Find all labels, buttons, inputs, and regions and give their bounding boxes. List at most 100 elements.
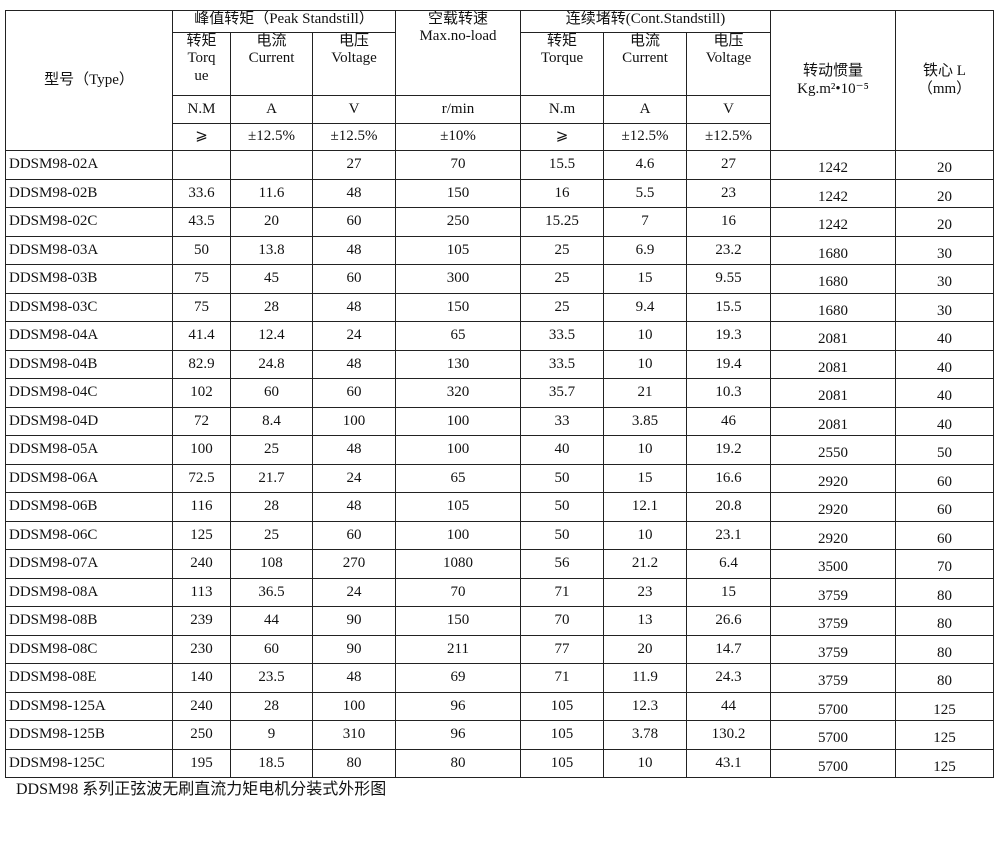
model-cell: DDSM98-06B (5, 492, 173, 522)
value-cell: 15.25 (520, 207, 604, 237)
value-cell: 24.3 (686, 663, 771, 693)
value-cell: 80 (895, 634, 994, 664)
value-cell: 80 (895, 606, 994, 636)
tolerance-cell: ±12.5% (603, 123, 687, 151)
value-cell: 100 (172, 435, 231, 465)
model-cell: DDSM98-08E (5, 663, 173, 693)
core-en: （mm） (917, 80, 972, 97)
value-cell: 195 (172, 748, 231, 778)
value-cell: 48 (312, 663, 396, 693)
unit-cell: A (230, 95, 313, 124)
value-cell: 2081 (770, 406, 896, 436)
value-cell: 15 (603, 264, 687, 294)
value-cell: 35.7 (520, 378, 604, 408)
value-cell (230, 150, 313, 180)
value-cell: 5700 (770, 691, 896, 721)
header-inertia: 转动惯量 Kg.m²•10⁻⁵ (770, 10, 896, 151)
value-cell: 3500 (770, 549, 896, 579)
value-cell: 48 (312, 492, 396, 522)
value-cell: 23 (686, 178, 771, 208)
value-cell: 28 (230, 691, 313, 721)
inertia-en: Kg.m²•10⁻⁵ (797, 80, 869, 97)
peak-current: 电流 Current (230, 32, 313, 96)
tolerance-cell: ±12.5% (312, 123, 396, 151)
value-cell: 33 (520, 406, 604, 436)
value-cell: 3759 (770, 606, 896, 636)
table-row: DDSM98-125C 195 18.5 80 80 105 10 43.1 5700 125 (5, 748, 994, 778)
header-noload: 空载转速 Max.no-load (395, 10, 521, 96)
tolerance-cell: ±12.5% (230, 123, 313, 151)
unit-cell: V (686, 95, 771, 124)
value-cell: 250 (395, 207, 521, 237)
value-cell: 60 (312, 264, 396, 294)
table-row: DDSM98-04D 72 8.4 100 100 33 3.85 46 2081 40 (5, 406, 994, 436)
value-cell: 2081 (770, 349, 896, 379)
value-cell: 21.7 (230, 463, 313, 493)
value-cell: 40 (895, 406, 994, 436)
tolerance-cell: ⩾ (172, 123, 231, 151)
tolerance-row: ⩾ ±12.5% ±12.5% ±10% ⩾ ±12.5% ±12.5% (6, 123, 994, 151)
table-row: DDSM98-06A 72.5 21.7 24 65 50 15 16.6 2920 60 (5, 463, 994, 493)
value-cell: 3759 (770, 577, 896, 607)
value-cell: 5.5 (603, 178, 687, 208)
value-cell: 10 (603, 321, 687, 351)
value-cell: 16.6 (686, 463, 771, 493)
value-cell: 10 (603, 435, 687, 465)
cont-voltage: 电压 Voltage (686, 32, 771, 96)
peak-voltage: 电压 Voltage (312, 32, 396, 96)
value-cell: 240 (172, 691, 231, 721)
value-cell: 80 (312, 748, 396, 778)
value-cell: 10.3 (686, 378, 771, 408)
value-cell: 50 (520, 463, 604, 493)
value-cell: 2920 (770, 492, 896, 522)
value-cell: 105 (520, 691, 604, 721)
value-cell: 15 (603, 463, 687, 493)
value-cell: 16 (686, 207, 771, 237)
value-cell: 10 (603, 748, 687, 778)
value-cell: 90 (312, 606, 396, 636)
value-cell: 48 (312, 178, 396, 208)
model-cell: DDSM98-125C (5, 748, 173, 778)
value-cell: 100 (312, 406, 396, 436)
value-cell: 33.5 (520, 321, 604, 351)
value-cell: 48 (312, 435, 396, 465)
value-cell: 56 (520, 549, 604, 579)
value-cell: 60 (312, 520, 396, 550)
table-row: DDSM98-04B 82.9 24.8 48 130 33.5 10 19.4 2081 40 (5, 349, 994, 379)
header-core: 铁心 L （mm） (895, 10, 994, 151)
value-cell: 100 (312, 691, 396, 721)
value-cell: 240 (172, 549, 231, 579)
tolerance-cell: ⩾ (520, 123, 604, 151)
value-cell: 239 (172, 606, 231, 636)
value-cell: 80 (395, 748, 521, 778)
table-row: DDSM98-02A 27 70 15.5 4.6 27 1242 20 (5, 150, 994, 180)
value-cell: 25 (230, 435, 313, 465)
value-cell: 8.4 (230, 406, 313, 436)
value-cell: 36.5 (230, 577, 313, 607)
model-cell: DDSM98-05A (5, 435, 173, 465)
value-cell: 1680 (770, 235, 896, 265)
value-cell: 24 (312, 321, 396, 351)
value-cell: 310 (312, 720, 396, 750)
value-cell: 19.4 (686, 349, 771, 379)
model-cell: DDSM98-07A (5, 549, 173, 579)
value-cell: 40 (895, 378, 994, 408)
value-cell: 96 (395, 691, 521, 721)
value-cell: 25 (520, 264, 604, 294)
value-cell: 75 (172, 264, 231, 294)
model-cell: DDSM98-02B (5, 178, 173, 208)
value-cell: 23.2 (686, 235, 771, 265)
value-cell: 45 (230, 264, 313, 294)
value-cell: 25 (230, 520, 313, 550)
value-cell: 65 (395, 463, 521, 493)
value-cell: 48 (312, 292, 396, 322)
value-cell: 125 (895, 691, 994, 721)
value-cell: 105 (395, 492, 521, 522)
table-row: DDSM98-125B 250 9 310 96 105 3.78 130.2 5700 125 (5, 720, 994, 750)
value-cell: 60 (312, 207, 396, 237)
table-row: DDSM98-08C 230 60 90 211 77 20 14.7 3759 80 (5, 634, 994, 664)
value-cell: 40 (895, 321, 994, 351)
value-cell: 23 (603, 577, 687, 607)
value-cell: 48 (312, 235, 396, 265)
value-cell: 44 (686, 691, 771, 721)
